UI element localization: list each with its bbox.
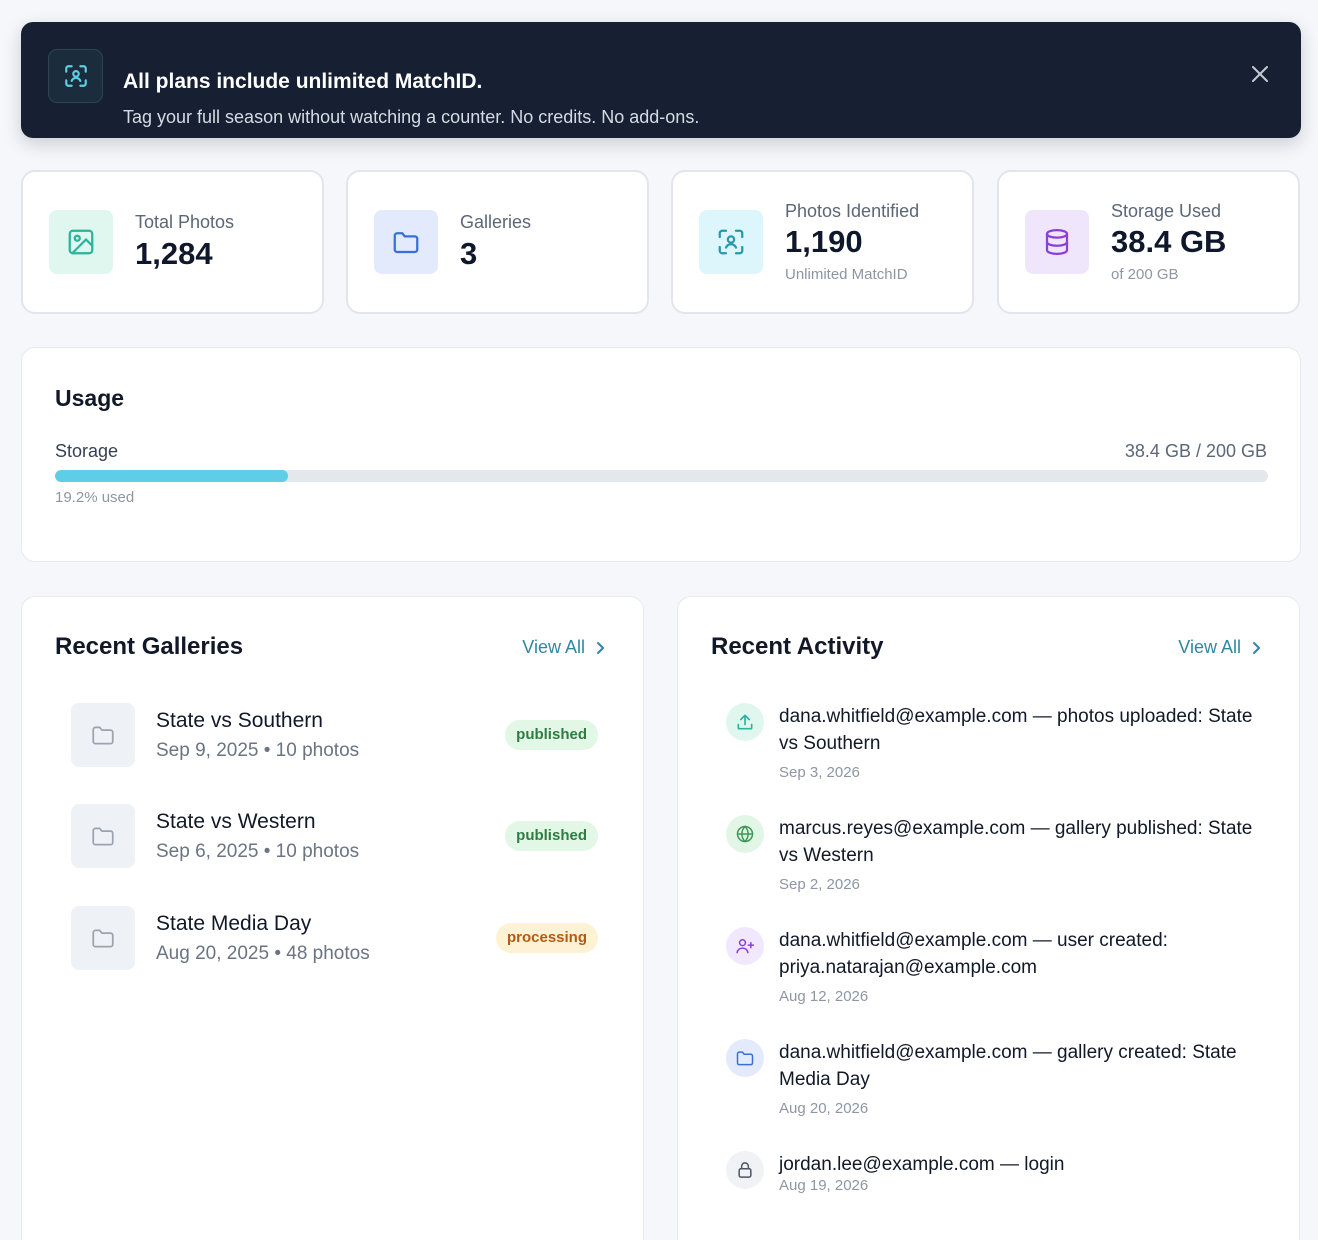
folder-icon [71,804,135,868]
activity-date: Sep 2, 2026 [779,876,860,893]
activity-text: dana.whitfield@example.com — photos uplo… [779,706,1253,754]
chevron-right-icon [597,641,604,654]
stat-value: 38.4 GB [1111,224,1227,259]
banner-subtitle: Tag your full season without watching a … [123,107,700,127]
folder-icon [726,1039,764,1077]
matchid-banner: All plans include unlimited MatchID. Tag… [21,22,1301,138]
lock-icon [726,1151,764,1189]
stat-card-total-photos: Total Photos 1,284 [21,170,324,314]
stat-card-galleries: Galleries 3 [346,170,649,314]
gallery-item[interactable]: State Media Day Aug 20, 2025 • 48 photos… [71,906,598,970]
stat-note: Unlimited MatchID [785,266,908,283]
recent-galleries-title: Recent Galleries [55,633,244,660]
face-scan-icon [699,210,763,274]
activity-text: marcus.reyes@example.com — gallery publi… [779,818,1253,866]
activity-item: dana.whitfield@example.com — user create… [726,927,1266,1005]
stat-label: Galleries [460,212,532,232]
activity-item: dana.whitfield@example.com — gallery cre… [726,1039,1266,1117]
storage-progress-fill [55,470,288,482]
face-scan-icon [48,49,103,103]
stat-note: of 200 GB [1111,266,1179,283]
stat-label: Total Photos [135,212,235,232]
activity-date: Aug 20, 2026 [779,1100,869,1117]
user-plus-icon [726,927,764,965]
activity-item: marcus.reyes@example.com — gallery publi… [726,815,1266,893]
image-icon [49,210,113,274]
gallery-name: State Media Day [156,912,312,935]
usage-title: Usage [55,385,125,411]
stat-card-storage-used: Storage Used 38.4 GB of 200 GB [997,170,1300,314]
stat-label: Photos Identified [785,201,920,221]
stat-label: Storage Used [1111,201,1222,221]
stat-value: 1,284 [135,236,213,271]
gallery-name: State vs Western [156,810,316,833]
recent-activity-title: Recent Activity [711,633,884,660]
gallery-meta: Aug 20, 2025 • 48 photos [156,943,370,964]
activity-item: dana.whitfield@example.com — photos uplo… [726,703,1266,781]
close-icon[interactable] [1249,63,1271,85]
chevron-right-icon [1253,641,1260,654]
gallery-item[interactable]: State vs Southern Sep 9, 2025 • 10 photo… [71,703,598,767]
folder-icon [71,906,135,970]
activity-text: dana.whitfield@example.com — user create… [779,930,1168,978]
upload-icon [726,703,764,741]
globe-icon [726,815,764,853]
banner-title: All plans include unlimited MatchID. [123,70,483,93]
activity-text: dana.whitfield@example.com — gallery cre… [779,1042,1237,1090]
activity-date: Aug 19, 2026 [779,1177,869,1194]
gallery-meta: Sep 6, 2025 • 10 photos [156,841,360,862]
status-badge: published [505,821,598,851]
status-badge: processing [495,923,598,953]
activity-text: jordan.lee@example.com — login [779,1154,1065,1175]
stat-card-photos-identified: Photos Identified 1,190 Unlimited MatchI… [671,170,974,314]
database-icon [1025,210,1089,274]
folder-icon [374,210,438,274]
view-all-label: View All [1178,637,1241,657]
recent-galleries-card: Recent Galleries View All State vs South… [21,596,644,1240]
status-badge: published [505,720,598,750]
usage-card: Usage Storage 38.4 GB / 200 GB 19.2% use… [21,347,1301,562]
stat-value: 1,190 [785,224,863,259]
folder-icon [71,703,135,767]
storage-progress-bar [55,470,1268,482]
storage-percent: 19.2% used [55,489,135,506]
storage-amount: 38.4 GB / 200 GB [1124,441,1267,461]
gallery-name: State vs Southern [156,709,323,732]
activity-date: Aug 12, 2026 [779,988,869,1005]
recent-activity-card: Recent Activity View All dana.whitfield@… [677,596,1300,1240]
storage-label: Storage [55,441,119,461]
activity-view-all-link[interactable]: View All [1178,637,1261,658]
activity-date: Sep 3, 2026 [779,764,860,781]
galleries-view-all-link[interactable]: View All [522,637,605,658]
view-all-label: View All [522,637,585,657]
activity-item: jordan.lee@example.com — login Aug 19, 2… [726,1151,1266,1201]
gallery-meta: Sep 9, 2025 • 10 photos [156,740,360,761]
gallery-item[interactable]: State vs Western Sep 6, 2025 • 10 photos… [71,804,598,868]
stat-value: 3 [460,236,478,271]
